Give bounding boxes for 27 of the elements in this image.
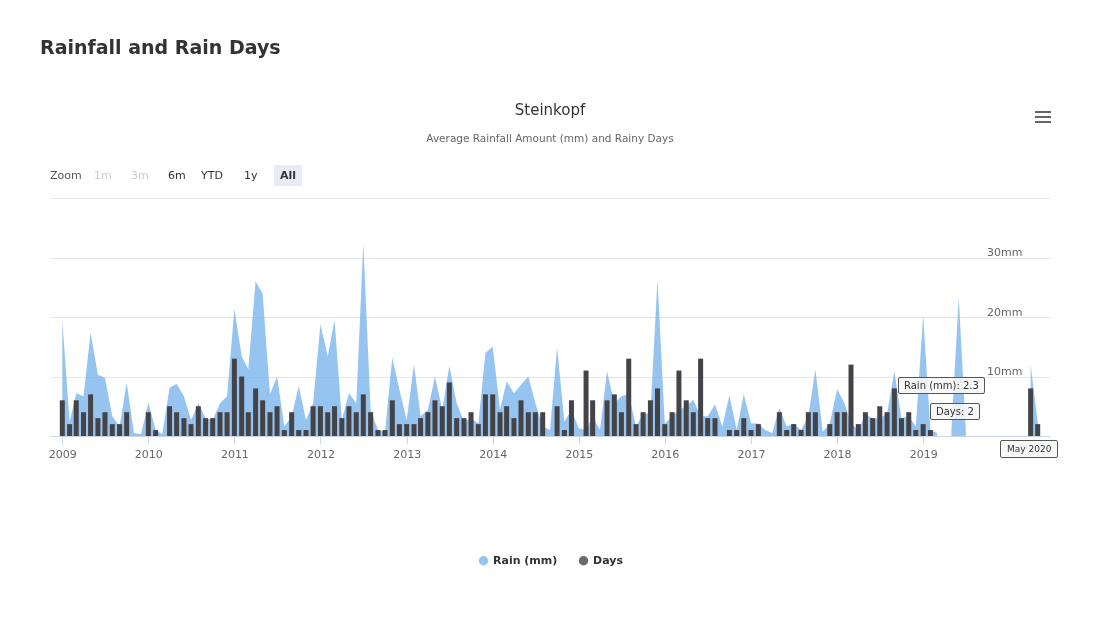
y-tick-label: 10mm [987,365,1023,378]
x-tick-label: 2014 [479,447,508,461]
text: Rainfall and Rain Days [40,36,281,58]
text: All [274,165,303,186]
y-tick-label: 30mm [987,246,1023,259]
x-tick-label: 2009 [48,447,77,461]
annotation: Days: 2 [930,403,980,420]
text: YTD [201,169,223,182]
text: Zoom [50,169,82,182]
x-tick-label: 2012 [306,447,335,461]
legend-label: Rain (mm) [493,553,558,567]
x-tick-label: 2018 [823,447,852,461]
y-tick-label: 20mm [987,305,1023,319]
x-tick-label: 2013 [393,447,422,461]
chart-subtitle: Average Rainfall Amount (mm) and Rainy Days [426,131,674,144]
x-tick-label: 2019 [909,447,938,461]
legend-label: Days [593,553,624,567]
chart-title: Steinkopf [514,100,586,119]
text: May 2020 [1000,440,1059,458]
x-tick-label: 2015 [565,447,594,461]
x-tick-label: 2016 [651,447,680,461]
text: 1y [244,169,258,182]
x-tick-label: 2011 [220,447,249,461]
text: 6m [168,169,186,182]
annotation: Rain (mm): 2.3 [898,377,985,394]
x-tick-label: 2017 [737,447,766,461]
x-tick-label: 2010 [134,447,163,461]
